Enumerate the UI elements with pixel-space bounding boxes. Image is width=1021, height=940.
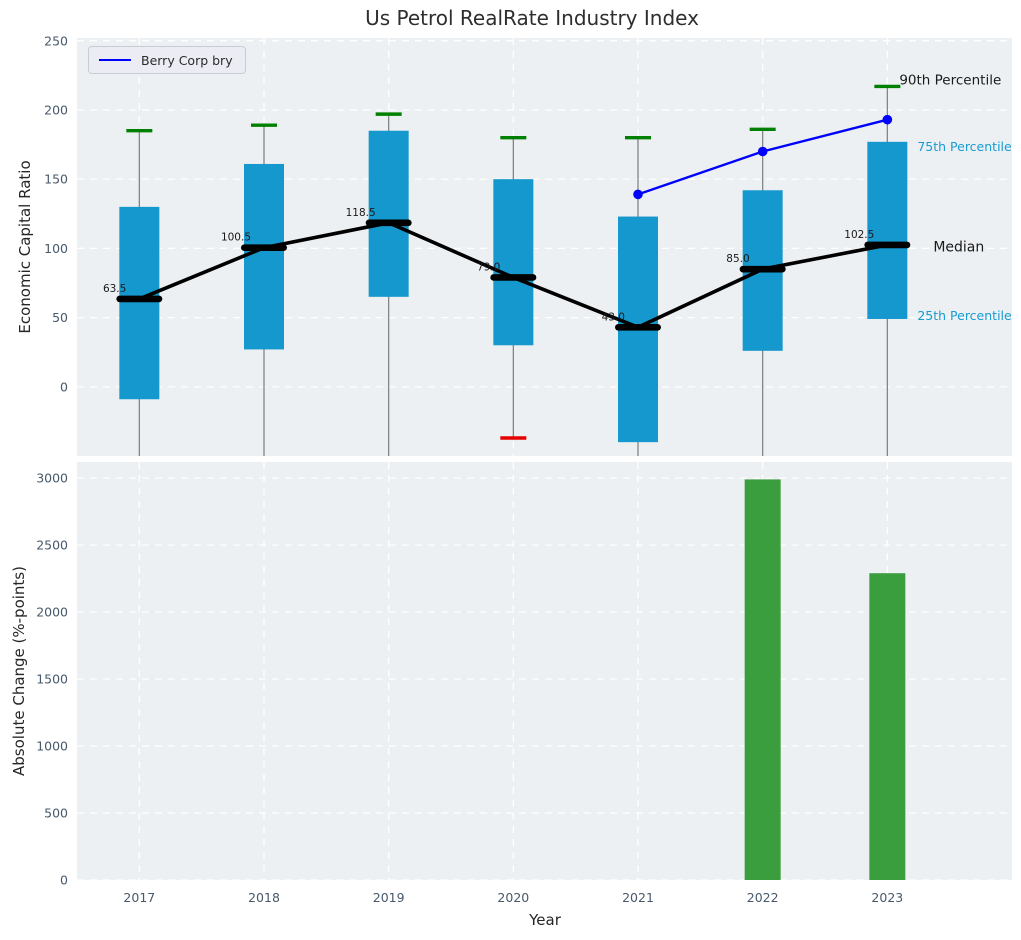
xtick-2022: 2022 xyxy=(747,890,779,905)
annotation-median: Median xyxy=(933,239,984,255)
top-plot-bg xyxy=(77,38,1012,456)
bar-2023 xyxy=(869,573,906,880)
chart-title: Us Petrol RealRate Industry Index xyxy=(365,6,699,30)
median-label-2018: 100.5 xyxy=(221,232,251,244)
box-2020 xyxy=(493,179,534,346)
ytick-bottom-3000: 3000 xyxy=(36,471,68,486)
box-2017 xyxy=(119,206,160,400)
bottom-plot xyxy=(77,462,1012,880)
ytick-top-0: 0 xyxy=(60,379,68,394)
ytick-bottom-0: 0 xyxy=(60,873,68,888)
xtick-2020: 2020 xyxy=(497,890,529,905)
top-plot xyxy=(77,38,1012,456)
box-2019 xyxy=(368,130,409,297)
median-marker-2018 xyxy=(241,244,287,251)
ytick-top-150: 150 xyxy=(44,172,68,187)
berry-point-2021 xyxy=(633,189,643,200)
bottom-plot-bg xyxy=(77,462,1012,880)
ytick-top-100: 100 xyxy=(44,241,68,256)
median-marker-2022 xyxy=(739,265,786,273)
bottom-y-axis-label: Absolute Change (%-points) xyxy=(10,566,28,776)
median-label-2022: 85.0 xyxy=(726,253,749,265)
berry-point-2023 xyxy=(882,114,893,125)
xtick-2017: 2017 xyxy=(123,890,155,905)
median-label-2021: 43.0 xyxy=(602,311,625,323)
top-y-axis-label: Economic Capital Ratio xyxy=(16,160,34,334)
median-marker-2017 xyxy=(116,295,163,303)
median-marker-2019 xyxy=(365,219,412,227)
ytick-bottom-1500: 1500 xyxy=(36,672,68,687)
berry-point-2022 xyxy=(757,146,768,157)
median-label-2023: 102.5 xyxy=(844,229,874,241)
median-label-2019: 118.5 xyxy=(346,207,376,219)
ytick-bottom-2000: 2000 xyxy=(36,605,68,620)
xtick-2019: 2019 xyxy=(373,890,405,905)
xtick-2023: 2023 xyxy=(871,890,903,905)
ytick-top-50: 50 xyxy=(52,310,68,325)
median-marker-2021 xyxy=(615,323,661,331)
xtick-2021: 2021 xyxy=(622,890,654,905)
x-axis-label: Year xyxy=(529,911,561,929)
box-2018 xyxy=(244,163,284,350)
ytick-bottom-1000: 1000 xyxy=(36,739,68,754)
annotation-25th-percentile: 25th Percentile xyxy=(917,308,1012,323)
ytick-bottom-500: 500 xyxy=(44,806,68,821)
berry-line-legend-swatch xyxy=(99,59,131,61)
median-marker-2023 xyxy=(864,241,911,249)
median-label-2020: 79.0 xyxy=(477,261,500,273)
annotation-75th-percentile: 75th Percentile xyxy=(917,139,1012,154)
annotation-90th-percentile: 90th Percentile xyxy=(899,73,1001,89)
legend-label: Berry Corp bry xyxy=(141,52,233,68)
ytick-bottom-2500: 2500 xyxy=(36,538,68,553)
box-2023 xyxy=(867,141,908,319)
xtick-2018: 2018 xyxy=(248,890,280,905)
median-marker-2020 xyxy=(490,274,537,281)
ytick-top-200: 200 xyxy=(44,102,68,117)
ytick-top-250: 250 xyxy=(44,33,68,48)
legend: Berry Corp bry xyxy=(88,46,246,74)
median-label-2017: 63.5 xyxy=(103,283,126,295)
bar-2022 xyxy=(744,479,781,880)
